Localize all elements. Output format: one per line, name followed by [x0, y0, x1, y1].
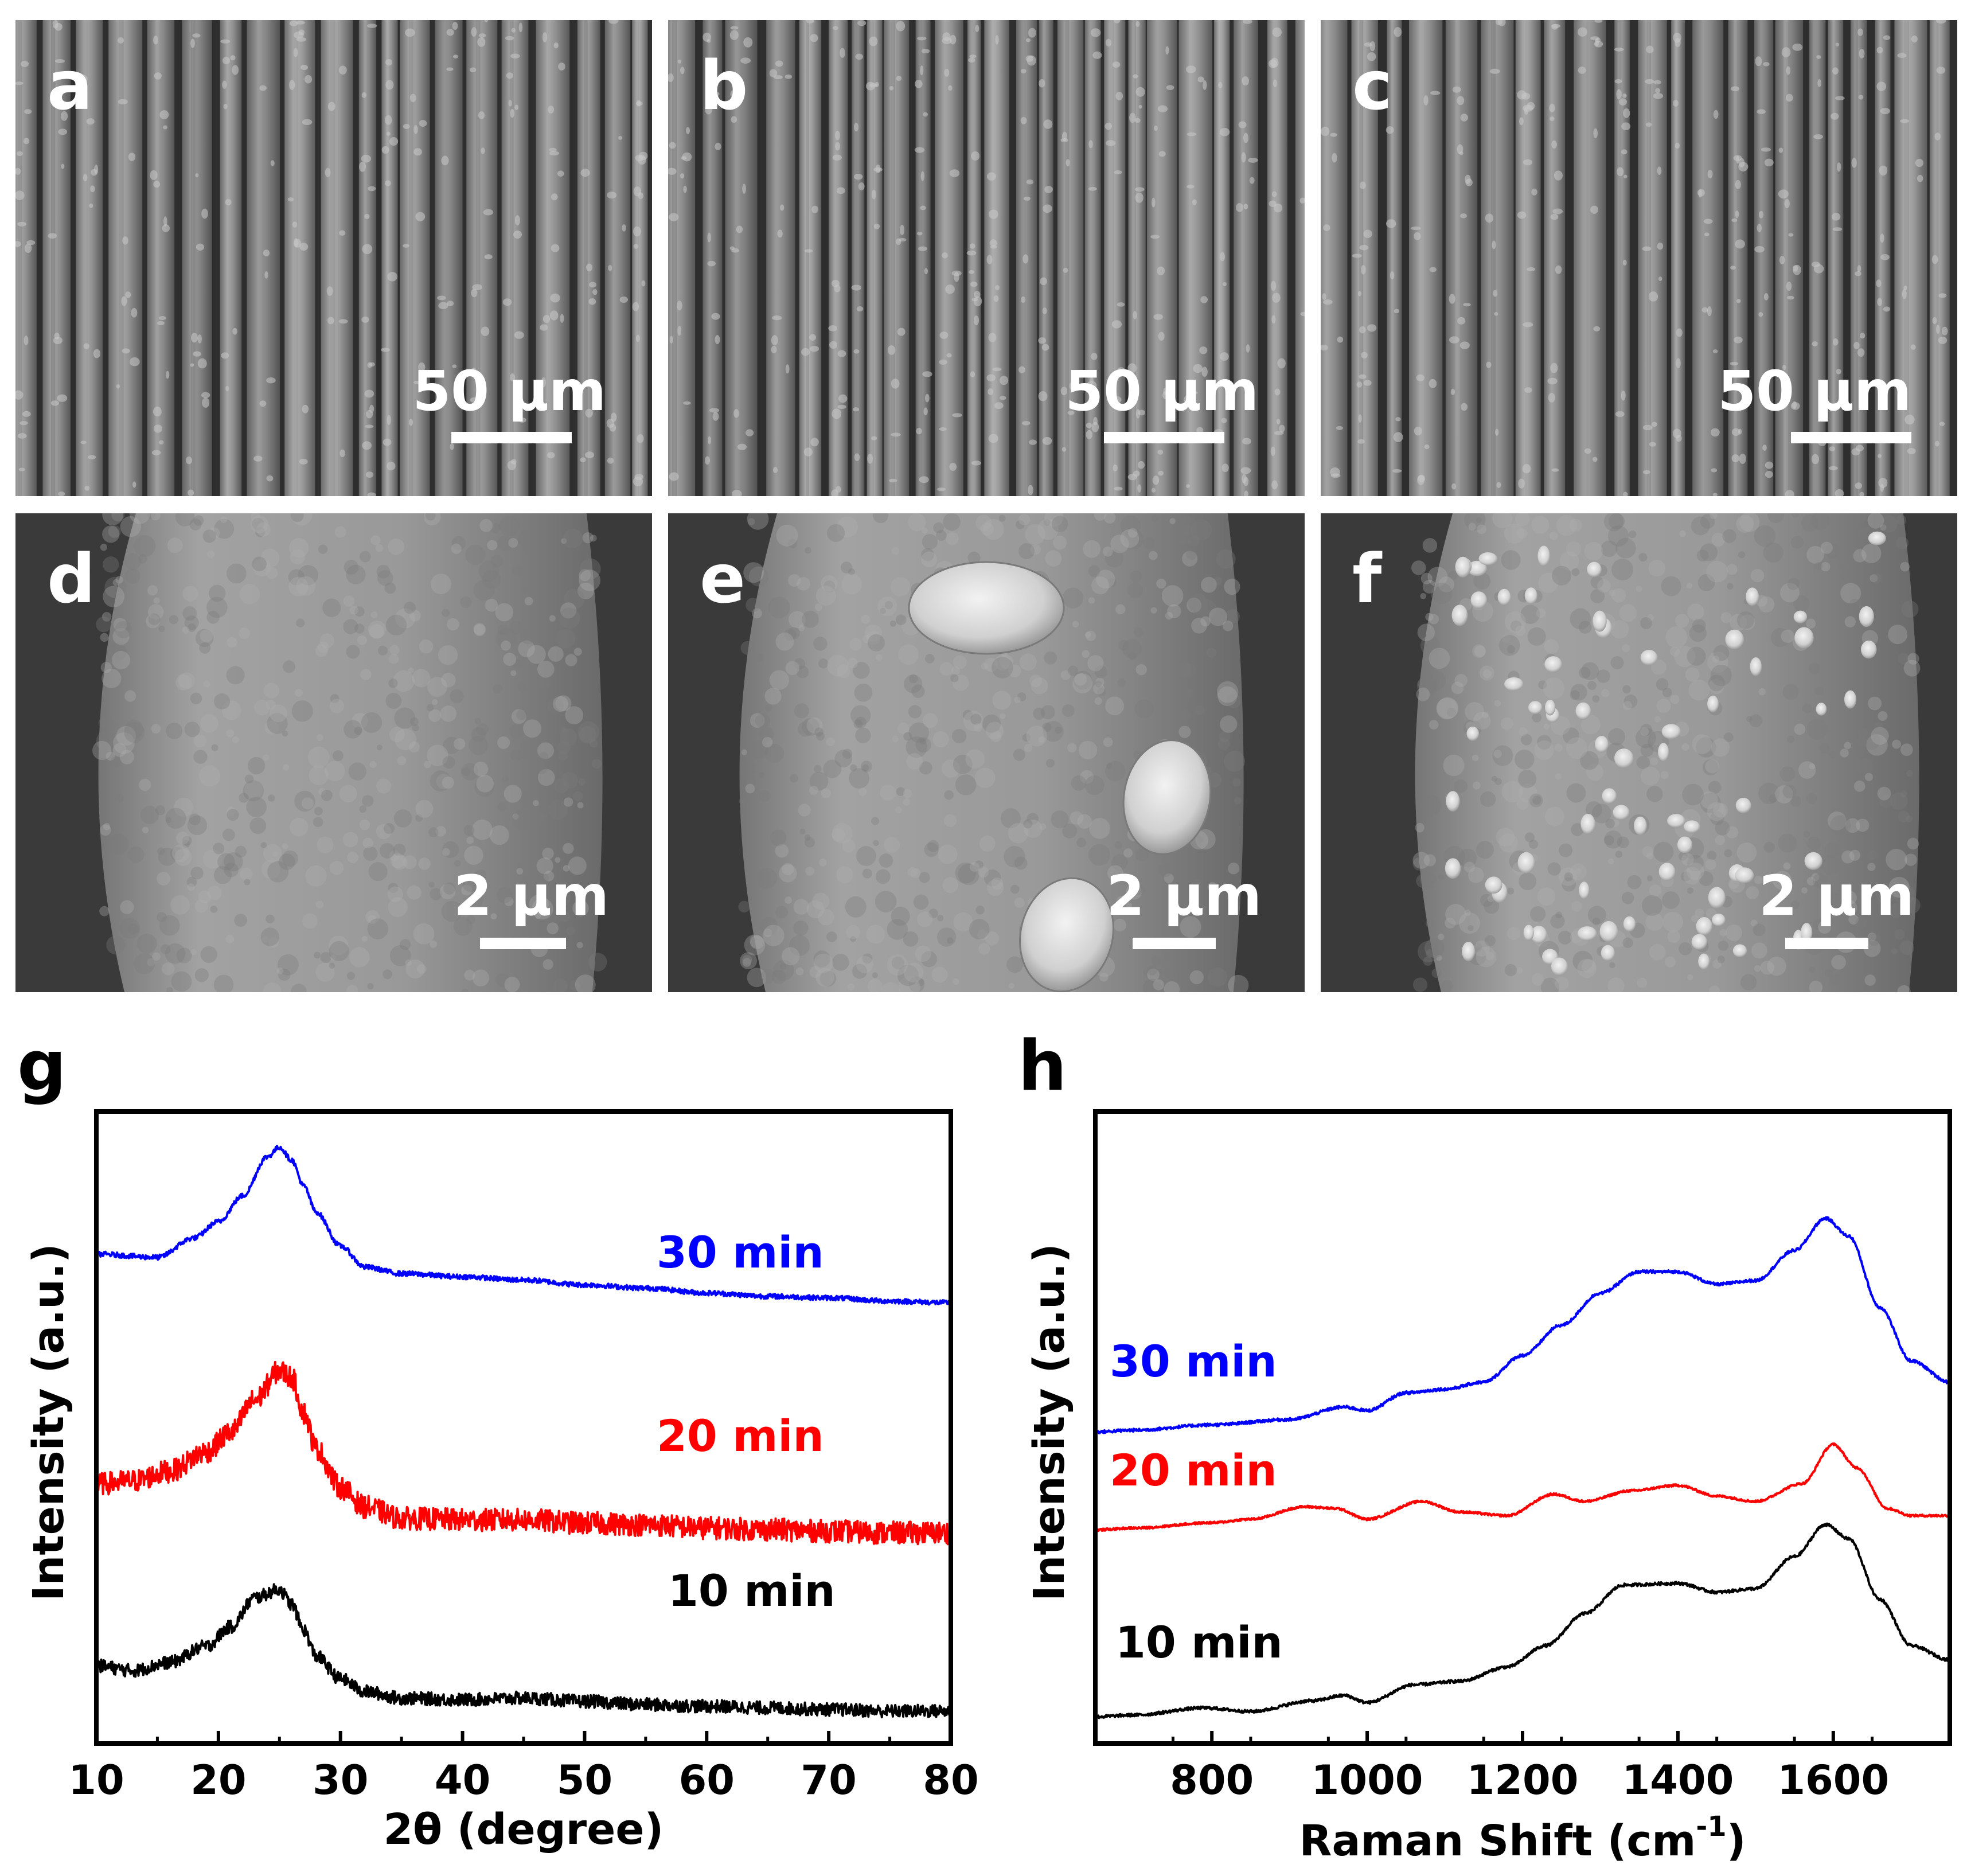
- series-label-30min-h: 30 min: [1110, 1336, 1277, 1387]
- scale-bar-e: [1133, 938, 1216, 949]
- scale-label-d: 2 μm: [454, 864, 609, 928]
- plot-area-g: [95, 1145, 952, 1719]
- sem-image-f: [1321, 513, 1957, 992]
- scale-label-c: 50 μm: [1718, 359, 1911, 423]
- panel-letter-e: e: [700, 539, 746, 618]
- sem-panel-c: 50 μm c: [1321, 20, 1957, 496]
- x-tick-label-40: 40: [435, 1757, 490, 1804]
- series-label-30min-g: 30 min: [657, 1227, 824, 1278]
- panel-letter-c: c: [1352, 46, 1392, 125]
- panel-letter-b: b: [700, 46, 748, 125]
- series-line-30min: [95, 1145, 951, 1306]
- scale-label-a: 50 μm: [412, 359, 606, 423]
- sem-panel-d: 2 μm d: [15, 513, 652, 992]
- series-label-20min-g: 20 min: [657, 1410, 824, 1461]
- series-line-30min: [1094, 1216, 1951, 1434]
- x-axis-title-g: 2θ (degree): [384, 1805, 664, 1854]
- scale-label-e: 2 μm: [1106, 864, 1262, 928]
- series-label-10min-g: 10 min: [668, 1565, 836, 1616]
- panel-letter-g: g: [17, 1027, 67, 1106]
- scale-bar-f: [1785, 938, 1868, 949]
- series-line-20min: [95, 1360, 952, 1546]
- chart-g-xrd: g 10 20 30 40 50 60 70 80 30 min 20 min 10 min …: [17, 1027, 979, 1854]
- scale-bar-c: [1791, 432, 1911, 443]
- x-tick-label-80: 80: [923, 1757, 978, 1804]
- scale-label-f: 2 μm: [1759, 864, 1914, 928]
- x-axis-ticks-h: 800 1000 1200 1400 1600: [1094, 1731, 1952, 1804]
- x-tick-label-1200: 1200: [1467, 1757, 1579, 1804]
- scale-bar-a: [451, 432, 572, 443]
- x-tick-label-60: 60: [679, 1757, 735, 1804]
- panel-letter-h: h: [1018, 1027, 1067, 1106]
- panel-letter-f: f: [1352, 539, 1383, 618]
- sem-panel-grid: 50 μm a 50 μm b 50 μm c 2 μm d 2 μm e 2 μm f: [15, 20, 1957, 992]
- legend-labels-g: 30 min 20 min 10 min: [657, 1227, 836, 1616]
- x-tick-label-800: 800: [1170, 1757, 1254, 1804]
- series-line-10min: [1095, 1522, 1950, 1719]
- sem-image-e: [668, 513, 1305, 992]
- y-axis-title-g: Intensity (a.u.): [24, 1243, 73, 1601]
- scale-bar-b: [1104, 432, 1224, 443]
- sem-panel-e: 2 μm e: [668, 513, 1305, 992]
- x-tick-label-30: 30: [313, 1757, 368, 1804]
- scale-label-b: 50 μm: [1065, 359, 1259, 423]
- sem-image-b: [668, 20, 1305, 496]
- x-tick-label-70: 70: [801, 1757, 856, 1804]
- series-label-10min-h: 10 min: [1115, 1617, 1283, 1668]
- sem-image-c: [1321, 20, 1957, 496]
- x-axis-ticks-g: 10 20 30 40 50 60 70 80: [68, 1731, 979, 1804]
- sem-panel-f: 2 μm f: [1321, 513, 1957, 992]
- panel-letter-a: a: [47, 46, 93, 125]
- x-tick-label-1600: 1600: [1777, 1757, 1889, 1804]
- legend-labels-h: 30 min 20 min 10 min: [1110, 1336, 1283, 1668]
- sem-image-a: [15, 20, 652, 496]
- x-tick-label-10: 10: [68, 1757, 124, 1804]
- series-label-20min-h: 20 min: [1110, 1445, 1277, 1496]
- x-tick-label-20: 20: [190, 1757, 246, 1804]
- panel-letter-d: d: [47, 539, 95, 618]
- x-tick-label-1000: 1000: [1312, 1757, 1423, 1804]
- sem-panel-a: 50 μm a: [15, 20, 652, 496]
- series-line-20min: [1094, 1442, 1950, 1532]
- sem-panel-b: 50 μm b: [668, 20, 1305, 496]
- scale-bar-d: [480, 938, 566, 949]
- sem-image-d: [15, 513, 652, 992]
- series-line-10min: [95, 1583, 952, 1719]
- x-tick-label-1400: 1400: [1622, 1757, 1734, 1804]
- x-tick-label-50: 50: [557, 1757, 612, 1804]
- chart-h-raman: h 800 1000 1200 1400 1600 30 min 20 min 10 m…: [1018, 1027, 1952, 1866]
- x-axis-title-h: Raman Shift (cm-1): [1299, 1811, 1746, 1866]
- y-axis-title-h: Intensity (a.u.): [1025, 1243, 1074, 1601]
- plot-area-h: [1094, 1216, 1951, 1719]
